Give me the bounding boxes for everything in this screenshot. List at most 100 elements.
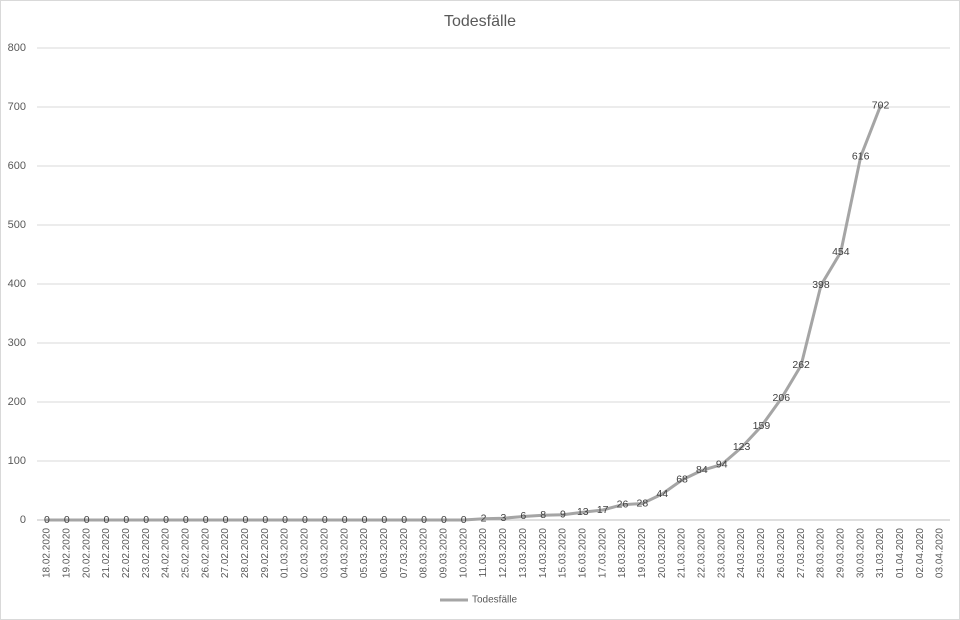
x-tick-label: 01.03.2020	[280, 528, 291, 578]
data-label: 0	[302, 514, 308, 526]
x-tick-label: 28.02.2020	[240, 528, 251, 578]
y-tick-label: 200	[8, 396, 26, 408]
data-label: 123	[733, 441, 751, 453]
data-label: 0	[163, 514, 169, 526]
x-tick-label: 27.02.2020	[220, 528, 231, 578]
x-tick-label: 22.03.2020	[697, 528, 708, 578]
y-tick-label: 500	[8, 219, 26, 231]
x-tick-label: 02.03.2020	[300, 528, 311, 578]
data-label: 0	[461, 514, 467, 526]
y-tick-label: 400	[8, 278, 26, 290]
x-tick-label: 25.02.2020	[180, 528, 191, 578]
data-label: 0	[362, 514, 368, 526]
legend-label: Todesfälle	[472, 595, 517, 606]
data-label: 0	[381, 514, 387, 526]
x-tick-label: 05.03.2020	[359, 528, 370, 578]
data-label: 0	[143, 514, 149, 526]
data-label: 0	[282, 514, 288, 526]
x-tick-label: 20.02.2020	[81, 528, 92, 578]
data-label: 3	[501, 512, 507, 524]
x-tick-label: 10.03.2020	[458, 528, 469, 578]
x-tick-label: 18.02.2020	[42, 528, 53, 578]
data-label: 0	[64, 514, 70, 526]
data-label: 159	[753, 420, 771, 432]
x-tick-label: 21.03.2020	[677, 528, 688, 578]
x-tick-label: 24.03.2020	[736, 528, 747, 578]
data-label: 6	[520, 510, 526, 522]
data-label: 17	[597, 504, 609, 516]
x-tick-label: 26.03.2020	[776, 528, 787, 578]
data-label: 2	[481, 513, 487, 525]
x-tick-label: 14.03.2020	[538, 528, 549, 578]
chart-title: Todesfälle	[444, 13, 516, 30]
x-tick-label: 18.03.2020	[617, 528, 628, 578]
data-label: 94	[716, 458, 728, 470]
x-tick-label: 20.03.2020	[657, 528, 668, 578]
x-tick-label: 24.02.2020	[161, 528, 172, 578]
x-tick-label: 31.03.2020	[875, 528, 886, 578]
data-label: 398	[812, 279, 830, 291]
data-label: 26	[617, 498, 629, 510]
x-tick-label: 19.03.2020	[637, 528, 648, 578]
data-label: 0	[441, 514, 447, 526]
y-tick-label: 100	[8, 455, 26, 467]
data-label: 9	[560, 508, 566, 520]
y-tick-label: 300	[8, 337, 26, 349]
data-label: 0	[421, 514, 427, 526]
x-tick-label: 12.03.2020	[498, 528, 509, 578]
data-label: 0	[223, 514, 229, 526]
y-tick-label: 0	[20, 514, 26, 526]
data-label: 454	[832, 246, 850, 258]
data-label: 68	[676, 474, 688, 486]
data-label: 0	[84, 514, 90, 526]
x-tick-label: 17.03.2020	[597, 528, 608, 578]
x-tick-label: 06.03.2020	[379, 528, 390, 578]
data-label: 8	[540, 509, 546, 521]
x-tick-label: 28.03.2020	[816, 528, 827, 578]
data-label: 44	[656, 488, 668, 500]
x-tick-label: 03.03.2020	[319, 528, 330, 578]
data-label: 0	[123, 514, 129, 526]
data-label: 0	[262, 514, 268, 526]
data-label: 616	[852, 150, 870, 162]
data-label: 0	[203, 514, 209, 526]
x-tick-label: 27.03.2020	[796, 528, 807, 578]
x-tick-label: 25.03.2020	[756, 528, 767, 578]
data-label: 206	[773, 392, 791, 404]
x-tick-label: 11.03.2020	[478, 528, 489, 578]
x-tick-label: 08.03.2020	[419, 528, 430, 578]
data-label: 702	[872, 100, 890, 112]
x-tick-label: 04.03.2020	[339, 528, 350, 578]
data-label: 262	[792, 359, 810, 371]
data-label: 0	[104, 514, 110, 526]
x-tick-label: 09.03.2020	[439, 528, 450, 578]
y-tick-label: 800	[8, 42, 26, 54]
x-tick-label: 26.02.2020	[200, 528, 211, 578]
x-tick-label: 29.03.2020	[835, 528, 846, 578]
x-tick-label: 22.02.2020	[121, 528, 132, 578]
x-tick-label: 01.04.2020	[895, 528, 906, 578]
x-tick-label: 16.03.2020	[577, 528, 588, 578]
x-tick-label: 15.03.2020	[558, 528, 569, 578]
data-label: 84	[696, 464, 708, 476]
y-tick-label: 600	[8, 160, 26, 172]
data-label: 0	[401, 514, 407, 526]
x-tick-label: 23.02.2020	[141, 528, 152, 578]
data-label: 0	[322, 514, 328, 526]
data-label: 0	[44, 514, 50, 526]
x-tick-label: 07.03.2020	[399, 528, 410, 578]
x-tick-label: 23.03.2020	[716, 528, 727, 578]
x-tick-label: 21.02.2020	[101, 528, 112, 578]
x-tick-label: 13.03.2020	[518, 528, 529, 578]
data-label: 28	[637, 497, 649, 509]
data-label: 0	[242, 514, 248, 526]
x-tick-label: 19.02.2020	[61, 528, 72, 578]
y-tick-label: 700	[8, 101, 26, 113]
x-tick-label: 03.04.2020	[935, 528, 946, 578]
x-tick-label: 30.03.2020	[855, 528, 866, 578]
data-label: 0	[342, 514, 348, 526]
x-tick-label: 29.02.2020	[260, 528, 271, 578]
line	[45, 104, 882, 522]
